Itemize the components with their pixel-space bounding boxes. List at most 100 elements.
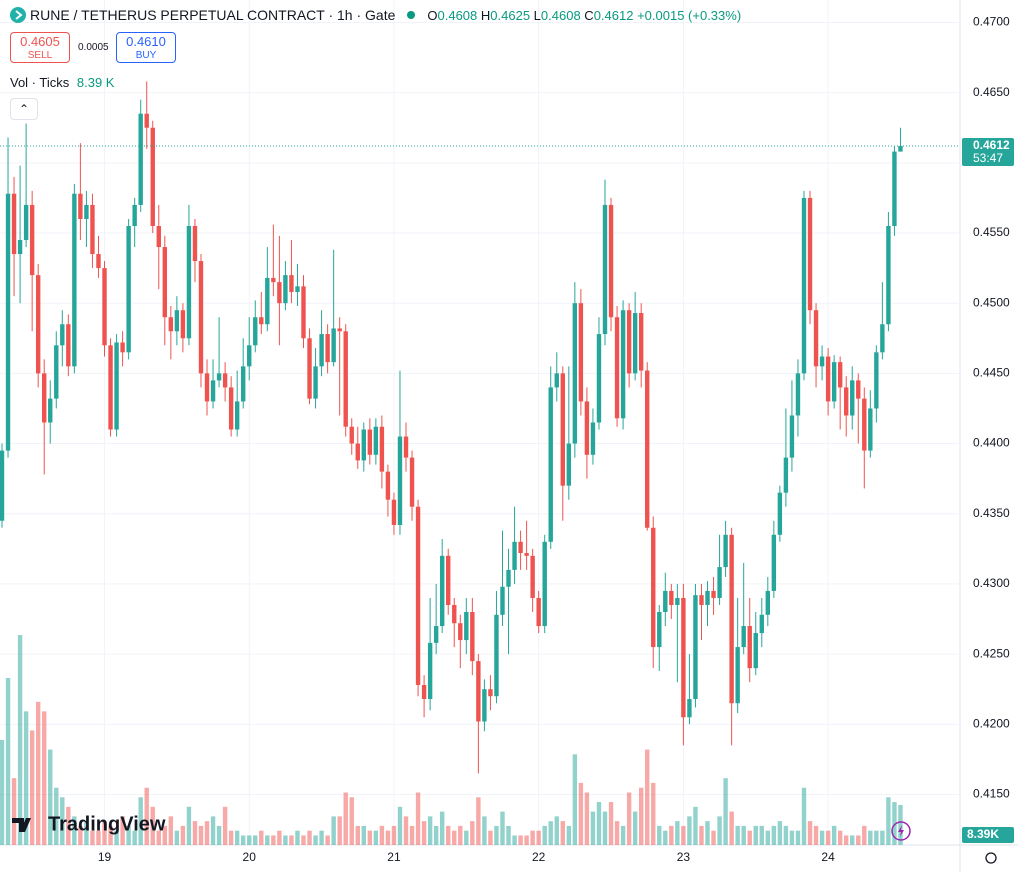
x-tick-label: 20 xyxy=(243,850,257,864)
collapse-button[interactable]: ⌃ xyxy=(10,98,38,120)
candle-body xyxy=(23,204,29,241)
buy-label: BUY xyxy=(135,50,157,61)
x-tick-label: 24 xyxy=(821,850,835,864)
candle-body xyxy=(482,689,487,722)
candle-body xyxy=(174,310,180,332)
volume-bar xyxy=(626,792,632,845)
candle-body xyxy=(693,595,698,700)
candle-body xyxy=(446,555,451,605)
volume-bar xyxy=(729,811,734,845)
candle-body xyxy=(126,225,131,353)
candle-body xyxy=(464,611,469,641)
candle-body xyxy=(66,324,71,367)
sell-button[interactable]: 0.4605 SELL xyxy=(10,32,70,63)
volume-bar xyxy=(578,782,584,845)
volume-bar xyxy=(60,797,65,845)
countdown: 53:47 xyxy=(973,151,1003,165)
ohlc-value: 0.4608 xyxy=(540,7,581,23)
x-tick-label: 21 xyxy=(387,850,401,864)
status-dot xyxy=(407,11,416,19)
candle-body xyxy=(801,197,807,374)
candle-body xyxy=(729,534,734,704)
candle-body xyxy=(385,471,391,500)
symbol-title[interactable]: RUNE / TETHERUS PERPETUAL CONTRACT · 1h … xyxy=(30,7,396,23)
candle-body xyxy=(554,373,559,388)
candle-body xyxy=(632,313,638,374)
ohlc-label: C xyxy=(584,7,594,23)
candle-body xyxy=(844,387,849,416)
candle-body xyxy=(566,443,572,486)
volume-bar xyxy=(325,835,330,845)
volume-bar xyxy=(5,677,11,845)
y-tick-label: 0.4500 xyxy=(973,295,1010,309)
candle-body xyxy=(72,193,77,367)
candle-body xyxy=(253,317,258,346)
volume-bar xyxy=(825,830,831,845)
candle-body xyxy=(596,334,602,423)
volume-bar xyxy=(114,830,119,845)
candle-body xyxy=(271,277,276,283)
volume-bar xyxy=(602,811,608,845)
candle-body xyxy=(427,642,433,700)
candle-body xyxy=(108,345,113,430)
volume-bar xyxy=(247,835,252,845)
volume-bar xyxy=(216,825,222,845)
alert-icon[interactable] xyxy=(891,821,911,841)
volume-bar xyxy=(723,778,728,845)
candle-body xyxy=(234,401,240,430)
candle-body xyxy=(48,398,53,423)
volume-bar xyxy=(446,825,451,845)
buy-button[interactable]: 0.4610 BUY xyxy=(116,32,176,63)
candle-body xyxy=(54,345,59,399)
volume-bar xyxy=(524,835,529,845)
volume-bar xyxy=(144,787,149,845)
candle-body xyxy=(289,275,294,292)
volume-bar xyxy=(349,797,354,845)
volume-bar xyxy=(42,711,47,845)
candle-body xyxy=(367,429,373,455)
volume-bar xyxy=(880,830,885,845)
candle-body xyxy=(663,590,668,612)
volume-bar xyxy=(868,830,873,845)
candle-body xyxy=(578,303,584,402)
settings-icon[interactable] xyxy=(985,852,997,864)
candle-body xyxy=(862,398,867,451)
volume-bar xyxy=(783,825,789,845)
volume-bar xyxy=(500,811,505,845)
candle-body xyxy=(277,282,282,304)
candle-body xyxy=(283,275,288,304)
volume-bar xyxy=(566,825,572,845)
volume-bar xyxy=(271,835,276,845)
volume-bar xyxy=(614,821,620,845)
candle-body xyxy=(150,127,155,226)
volume-bar xyxy=(319,830,324,845)
candle-body xyxy=(168,317,174,332)
last-price-label: 0.4612 xyxy=(973,138,1010,152)
volume-bar xyxy=(379,825,385,845)
candle-body xyxy=(78,193,83,219)
candle-body xyxy=(162,247,168,318)
volume-pane xyxy=(0,635,903,845)
volume-bar xyxy=(753,825,758,845)
candle-body xyxy=(614,317,620,419)
volume-bar xyxy=(669,825,674,845)
volume-bar xyxy=(150,806,155,845)
candle-body xyxy=(186,225,192,339)
volume-bar xyxy=(174,830,180,845)
candle-body xyxy=(657,611,662,648)
candle-body xyxy=(795,373,801,416)
candle-body xyxy=(210,380,216,402)
candle-body xyxy=(717,567,722,598)
volume-bar xyxy=(355,825,360,845)
volume-bar xyxy=(66,806,71,845)
volume-bar xyxy=(771,825,777,845)
volume-bar xyxy=(295,830,300,845)
volume-bar xyxy=(554,816,559,845)
volume-bar xyxy=(681,825,686,845)
candle-body xyxy=(753,633,758,669)
volume-bar xyxy=(675,821,680,845)
axes: 0.4150 0.4200 0.4250 0.4300 0.4350 0.4400 0.44… xyxy=(0,15,1014,864)
volume-bar xyxy=(162,825,168,845)
volume-bar xyxy=(856,835,861,845)
